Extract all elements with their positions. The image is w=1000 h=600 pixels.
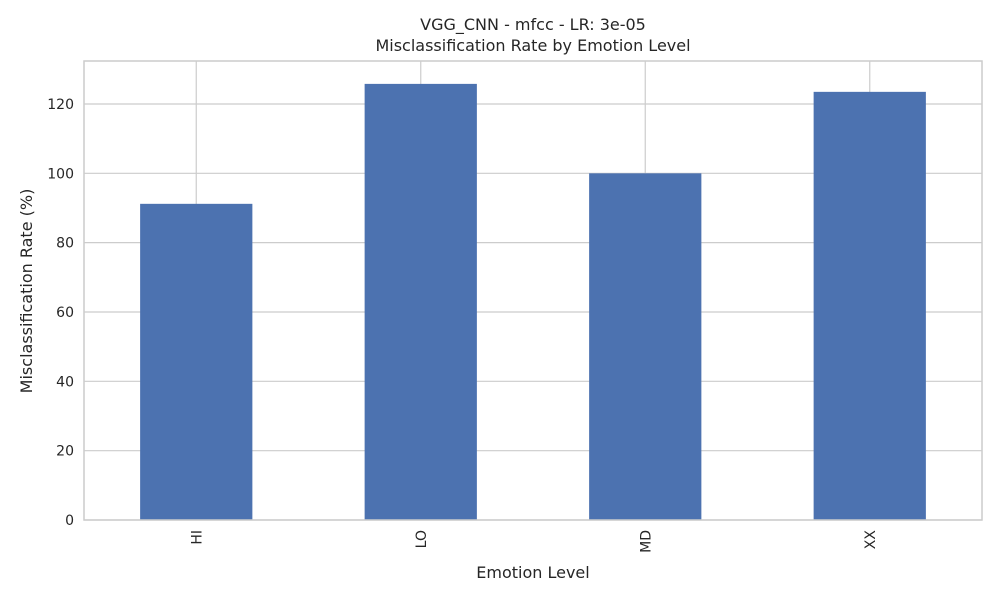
bars: [140, 83, 926, 521]
y-tick-label: 40: [56, 374, 74, 390]
y-axis-label: Misclassification Rate (%): [17, 189, 36, 394]
chart-subtitle: Misclassification Rate by Emotion Level: [375, 36, 690, 55]
bar-xx: [813, 91, 926, 520]
plot-frame: [83, 60, 983, 521]
bar-hi: [140, 203, 253, 520]
y-tick-label: 20: [56, 444, 74, 460]
y-tick-label: 120: [47, 97, 74, 113]
x-tick-label: HI: [189, 530, 205, 545]
bar-md: [589, 173, 702, 521]
x-tick-label: LO: [414, 530, 430, 548]
x-axis-label: Emotion Level: [476, 563, 589, 582]
y-tick-label: 100: [47, 166, 74, 182]
x-axis-ticks: HI LO MD XX: [189, 530, 879, 553]
x-tick-label: XX: [863, 530, 879, 550]
y-tick-label: 0: [65, 513, 74, 529]
y-axis-ticks: 0 20 40 60 80 100 120: [47, 97, 74, 529]
x-tick-label: MD: [638, 530, 654, 553]
bar-lo: [364, 83, 477, 520]
y-tick-label: 60: [56, 305, 74, 321]
y-tick-label: 80: [56, 236, 74, 252]
chart-title: VGG_CNN - mfcc - LR: 3e-05: [420, 15, 646, 35]
